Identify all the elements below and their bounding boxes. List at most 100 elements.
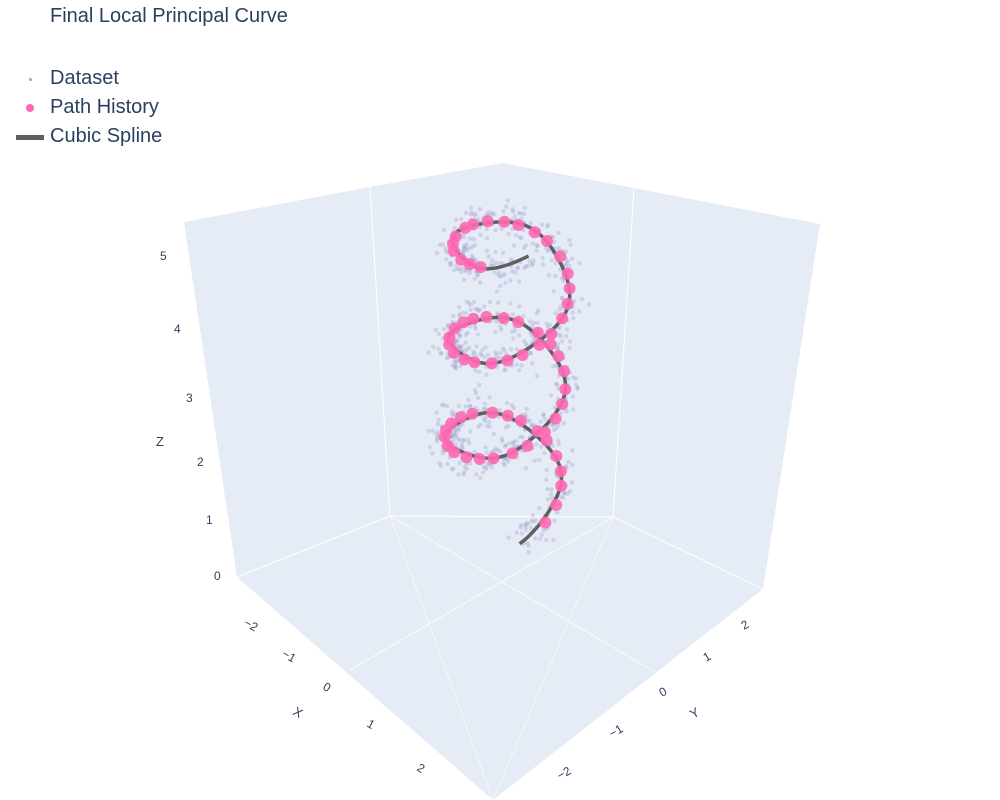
dataset-point bbox=[498, 283, 503, 289]
dataset-point bbox=[551, 538, 556, 543]
dataset-point bbox=[481, 406, 487, 411]
dataset-point bbox=[440, 402, 445, 408]
path-history-point bbox=[457, 316, 470, 329]
dataset-point bbox=[468, 302, 473, 308]
dataset-point bbox=[492, 270, 497, 275]
dataset-point bbox=[559, 276, 564, 281]
dataset-point bbox=[468, 429, 473, 434]
path-history-point bbox=[556, 398, 569, 410]
wall-y-plane bbox=[370, 163, 634, 517]
dataset-point bbox=[511, 243, 517, 248]
path-history-point bbox=[561, 297, 574, 310]
dataset-point bbox=[457, 461, 462, 466]
dataset-point bbox=[499, 327, 504, 332]
dataset-point bbox=[462, 246, 467, 251]
path-history-point bbox=[550, 499, 563, 511]
dataset-point bbox=[517, 434, 523, 440]
dataset-point bbox=[472, 388, 478, 393]
path-history-point bbox=[555, 479, 568, 492]
dataset-point bbox=[555, 345, 560, 351]
dataset-point bbox=[537, 457, 542, 463]
dataset-point bbox=[475, 307, 480, 312]
dataset-point bbox=[468, 212, 474, 217]
dataset-point bbox=[502, 457, 507, 462]
dataset-point bbox=[531, 258, 536, 263]
dataset-point bbox=[570, 462, 575, 468]
dataset-point bbox=[530, 513, 536, 518]
path-history-point bbox=[538, 426, 551, 439]
dataset-point bbox=[523, 341, 528, 346]
dataset-point bbox=[493, 228, 498, 233]
dataset-point bbox=[546, 247, 551, 253]
legend-item-dataset[interactable]: Dataset bbox=[14, 64, 162, 93]
dataset-point bbox=[451, 313, 456, 319]
path-history bbox=[438, 215, 576, 529]
dataset-point bbox=[513, 233, 519, 238]
dataset-point bbox=[500, 346, 506, 351]
dataset-point bbox=[456, 437, 461, 442]
legend-item-path-history[interactable]: Path History bbox=[14, 93, 162, 122]
legend-item-cubic-spline[interactable]: Cubic Spline bbox=[14, 122, 162, 151]
dataset-point bbox=[454, 427, 459, 432]
dataset-point bbox=[541, 413, 546, 418]
dataset-point bbox=[544, 477, 549, 483]
dataset-point bbox=[463, 245, 468, 251]
dataset-point bbox=[517, 304, 522, 309]
dataset-point bbox=[485, 210, 491, 215]
dataset-point bbox=[504, 400, 510, 406]
dataset-point bbox=[445, 323, 450, 328]
dataset-point bbox=[521, 245, 527, 251]
dataset-point bbox=[529, 518, 534, 523]
dataset-point bbox=[464, 466, 469, 472]
dataset-point bbox=[460, 445, 465, 451]
path-history-point bbox=[485, 357, 498, 370]
dataset-point bbox=[557, 325, 562, 330]
dataset-point bbox=[484, 450, 489, 455]
dataset-point bbox=[468, 404, 473, 409]
dataset-point bbox=[460, 248, 465, 254]
dataset-point bbox=[510, 269, 515, 274]
dataset-point bbox=[514, 266, 520, 271]
dataset-point bbox=[451, 413, 456, 418]
dataset-point bbox=[436, 346, 441, 351]
dataset-point bbox=[523, 466, 529, 471]
dataset-point bbox=[540, 255, 545, 261]
dataset-point bbox=[522, 211, 527, 217]
dataset-point bbox=[472, 351, 477, 356]
legend-swatch-path-history bbox=[14, 98, 48, 118]
dataset-point bbox=[426, 428, 431, 434]
dataset-point bbox=[463, 210, 469, 215]
dataset-point bbox=[553, 261, 558, 266]
dataset-point bbox=[568, 242, 573, 247]
y-tick-0: 0 bbox=[657, 684, 670, 700]
dataset-point bbox=[527, 350, 533, 356]
dataset-point bbox=[570, 394, 575, 399]
dataset-point bbox=[549, 257, 554, 263]
legend-label-dataset: Dataset bbox=[50, 67, 119, 89]
dataset-point bbox=[544, 321, 549, 326]
dataset-point bbox=[545, 486, 550, 492]
dataset-point bbox=[482, 401, 488, 406]
dataset-point bbox=[525, 263, 530, 269]
dataset-point bbox=[493, 446, 499, 451]
path-history-point bbox=[468, 356, 481, 369]
dataset-point bbox=[553, 310, 558, 316]
dataset-point bbox=[502, 272, 507, 277]
dataset-point bbox=[471, 236, 477, 242]
dataset-point bbox=[478, 475, 483, 481]
dataset-point bbox=[579, 296, 585, 302]
dataset-point bbox=[509, 329, 515, 334]
dataset-point bbox=[477, 207, 483, 212]
dataset-point bbox=[489, 210, 494, 216]
dataset-point bbox=[562, 490, 567, 496]
dataset-point bbox=[479, 353, 484, 358]
dataset-point bbox=[477, 369, 482, 375]
dataset-point bbox=[498, 274, 503, 279]
z-tick-2: 2 bbox=[197, 455, 204, 469]
dataset-point bbox=[451, 438, 456, 443]
dataset-point bbox=[480, 347, 485, 353]
dataset-point bbox=[444, 356, 449, 361]
dataset-point bbox=[511, 405, 517, 410]
dataset-point bbox=[498, 350, 503, 356]
